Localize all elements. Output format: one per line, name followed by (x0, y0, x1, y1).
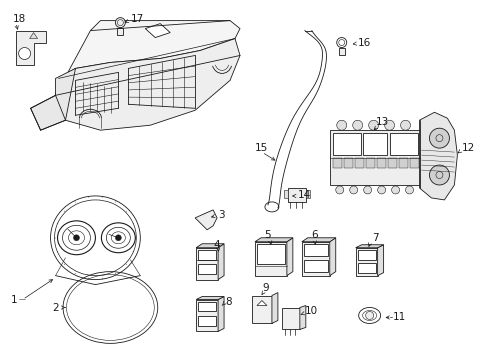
Bar (332, 158, 341, 168)
Text: 4: 4 (213, 240, 219, 250)
Circle shape (428, 165, 448, 185)
Polygon shape (196, 244, 224, 248)
Circle shape (405, 186, 413, 194)
Circle shape (391, 186, 399, 194)
Circle shape (363, 186, 371, 194)
Text: 10: 10 (304, 306, 317, 316)
Circle shape (428, 128, 448, 148)
Bar (287, 188, 305, 202)
Text: 11: 11 (392, 312, 405, 323)
Circle shape (335, 186, 343, 194)
Polygon shape (196, 297, 224, 300)
Bar (408, 158, 418, 168)
Polygon shape (218, 244, 224, 280)
Polygon shape (286, 238, 292, 276)
Bar (254, 242, 286, 276)
Bar (281, 307, 299, 329)
Polygon shape (218, 297, 224, 332)
Circle shape (365, 311, 373, 319)
Polygon shape (31, 68, 75, 130)
Bar (355, 248, 377, 276)
Bar (251, 296, 271, 323)
Bar (332, 133, 360, 155)
Bar (198, 264, 216, 274)
Text: 14: 14 (297, 190, 310, 200)
Polygon shape (145, 24, 170, 37)
Circle shape (349, 186, 357, 194)
Bar (198, 316, 216, 327)
Circle shape (368, 120, 378, 130)
Bar (376, 158, 385, 168)
Polygon shape (377, 245, 383, 276)
Bar (362, 133, 386, 155)
Text: 12: 12 (461, 143, 474, 153)
Polygon shape (256, 301, 266, 306)
Text: 16: 16 (357, 37, 370, 48)
Polygon shape (56, 21, 240, 95)
Bar (389, 133, 417, 155)
Text: 18: 18 (13, 14, 26, 24)
Bar (303, 244, 327, 256)
Text: 17: 17 (130, 14, 143, 24)
Polygon shape (419, 112, 456, 200)
Polygon shape (195, 210, 217, 230)
Polygon shape (254, 238, 292, 242)
Polygon shape (30, 32, 38, 39)
Bar (343, 158, 352, 168)
Bar (196, 248, 218, 280)
Circle shape (384, 120, 394, 130)
Text: 2: 2 (52, 302, 59, 312)
Bar (196, 300, 218, 332)
Bar (256, 244, 285, 264)
Polygon shape (56, 39, 240, 130)
Circle shape (377, 186, 385, 194)
Bar (301, 242, 329, 276)
Bar (387, 158, 396, 168)
Bar (354, 158, 363, 168)
Text: 8: 8 (224, 297, 231, 306)
Circle shape (115, 18, 125, 28)
Circle shape (73, 235, 80, 241)
Polygon shape (16, 31, 45, 66)
Text: 1: 1 (11, 294, 17, 305)
Polygon shape (299, 306, 305, 329)
Bar (329, 130, 419, 185)
Bar (357, 263, 375, 273)
Text: 5: 5 (264, 230, 271, 240)
Circle shape (400, 120, 410, 130)
Bar (305, 190, 309, 198)
Polygon shape (271, 293, 277, 323)
Polygon shape (301, 238, 335, 242)
Circle shape (115, 235, 121, 241)
Circle shape (336, 120, 346, 130)
Polygon shape (329, 238, 335, 276)
Bar (198, 302, 216, 311)
Bar (338, 48, 344, 55)
Polygon shape (355, 245, 383, 248)
Bar (303, 260, 327, 272)
Text: 3: 3 (218, 210, 224, 220)
Bar (398, 158, 407, 168)
Circle shape (352, 120, 362, 130)
Bar (357, 250, 375, 260)
Circle shape (19, 48, 31, 59)
Text: 9: 9 (262, 283, 268, 293)
Text: 6: 6 (311, 230, 318, 240)
Text: 15: 15 (254, 143, 268, 153)
Bar (365, 158, 374, 168)
Text: 7: 7 (371, 233, 378, 243)
Text: —: — (19, 297, 25, 302)
Bar (198, 250, 216, 260)
Bar (284, 190, 287, 198)
Bar (117, 28, 123, 35)
Text: 13: 13 (375, 117, 388, 127)
